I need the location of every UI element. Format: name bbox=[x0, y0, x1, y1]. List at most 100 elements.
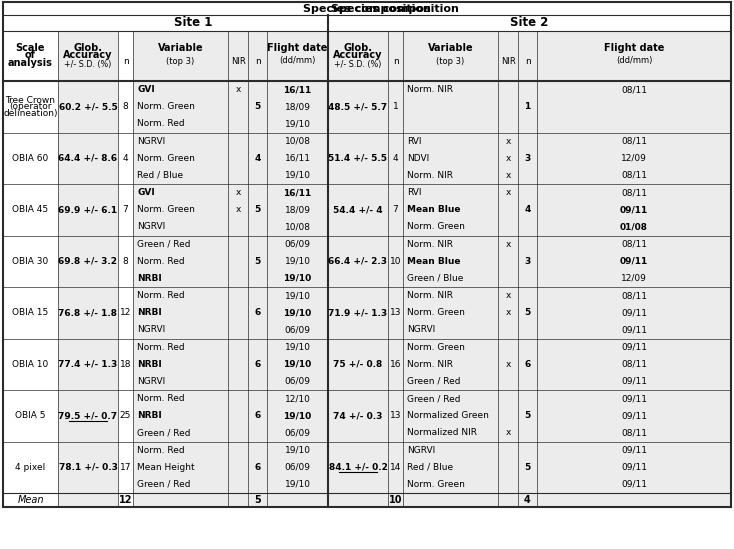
Bar bbox=[328, 236, 403, 287]
Text: x: x bbox=[505, 188, 511, 197]
Bar bbox=[328, 287, 403, 339]
Text: NGRVI: NGRVI bbox=[137, 326, 165, 334]
Text: 5: 5 bbox=[255, 102, 261, 111]
Text: n: n bbox=[123, 58, 128, 66]
Text: 19/10: 19/10 bbox=[283, 274, 312, 283]
Bar bbox=[403, 31, 518, 81]
Bar bbox=[3, 2, 731, 15]
Text: Norm. Green: Norm. Green bbox=[137, 154, 195, 163]
Text: 16: 16 bbox=[390, 360, 401, 369]
Text: 69.9 +/- 6.1: 69.9 +/- 6.1 bbox=[59, 205, 117, 214]
Text: NGRVI: NGRVI bbox=[407, 326, 435, 334]
Text: Normalized NIR: Normalized NIR bbox=[407, 428, 477, 438]
Bar bbox=[133, 441, 248, 493]
Text: 5: 5 bbox=[524, 463, 531, 472]
Text: Flight date: Flight date bbox=[267, 43, 327, 53]
Text: OBIA 15: OBIA 15 bbox=[12, 308, 48, 317]
Text: Glob.: Glob. bbox=[73, 43, 103, 53]
Text: OBIA 10: OBIA 10 bbox=[12, 360, 48, 369]
Text: NRBI: NRBI bbox=[137, 411, 161, 420]
Bar bbox=[518, 441, 731, 493]
Text: x: x bbox=[505, 171, 511, 180]
Text: 16/11: 16/11 bbox=[285, 154, 310, 163]
Text: 69.8 +/- 3.2: 69.8 +/- 3.2 bbox=[59, 257, 117, 266]
Text: 17: 17 bbox=[120, 463, 131, 472]
Text: OBIA 45: OBIA 45 bbox=[12, 205, 48, 214]
Bar bbox=[328, 441, 403, 493]
Text: 19/10: 19/10 bbox=[285, 257, 310, 266]
Text: 4: 4 bbox=[524, 205, 531, 214]
Text: Mean Blue: Mean Blue bbox=[407, 205, 460, 214]
Bar bbox=[133, 236, 248, 287]
Text: 09/11: 09/11 bbox=[620, 257, 648, 266]
Text: 48.5 +/- 5.7: 48.5 +/- 5.7 bbox=[328, 102, 388, 111]
Bar bbox=[3, 15, 731, 31]
Text: Site 1: Site 1 bbox=[174, 16, 212, 30]
Text: x: x bbox=[236, 188, 241, 197]
Text: OBIA 5: OBIA 5 bbox=[15, 411, 46, 420]
Text: 1: 1 bbox=[524, 102, 531, 111]
Text: Norm. Green: Norm. Green bbox=[407, 343, 465, 351]
Text: x: x bbox=[236, 85, 241, 94]
Text: 84.1 +/- 0.2: 84.1 +/- 0.2 bbox=[329, 463, 388, 472]
Text: 08/11: 08/11 bbox=[621, 188, 647, 197]
Bar bbox=[133, 184, 248, 236]
Bar bbox=[328, 81, 403, 132]
Bar bbox=[58, 441, 118, 493]
Text: Green / Red: Green / Red bbox=[407, 394, 460, 403]
Text: 64.4 +/- 8.6: 64.4 +/- 8.6 bbox=[59, 154, 117, 163]
Text: 5: 5 bbox=[255, 257, 261, 266]
Text: 19/10: 19/10 bbox=[285, 291, 310, 300]
Text: 19/10: 19/10 bbox=[285, 120, 310, 128]
Bar bbox=[248, 339, 328, 390]
Text: NIR: NIR bbox=[230, 57, 245, 65]
Text: 1: 1 bbox=[393, 102, 399, 111]
Text: +/- S.D. (%): +/- S.D. (%) bbox=[334, 59, 382, 69]
Text: 09/11: 09/11 bbox=[620, 205, 648, 214]
Text: Normalized Green: Normalized Green bbox=[407, 411, 489, 420]
Text: 8: 8 bbox=[123, 257, 128, 266]
Bar bbox=[518, 132, 731, 184]
Text: Norm. Green: Norm. Green bbox=[407, 480, 465, 489]
Text: 71.9 +/- 1.3: 71.9 +/- 1.3 bbox=[328, 308, 388, 317]
Text: NRBI: NRBI bbox=[137, 274, 161, 283]
Text: 06/09: 06/09 bbox=[285, 463, 310, 472]
Text: Variable: Variable bbox=[158, 43, 203, 53]
Text: 09/11: 09/11 bbox=[621, 411, 647, 420]
Text: NIR: NIR bbox=[501, 57, 515, 65]
Text: 7: 7 bbox=[393, 205, 399, 214]
Bar bbox=[248, 132, 328, 184]
Bar bbox=[58, 493, 118, 507]
Text: (dd/mm): (dd/mm) bbox=[280, 57, 316, 65]
Text: 78.1 +/- 0.3: 78.1 +/- 0.3 bbox=[59, 463, 117, 472]
Bar bbox=[58, 81, 118, 132]
Bar bbox=[518, 493, 731, 507]
Text: 79.5 +/- 0.7: 79.5 +/- 0.7 bbox=[59, 411, 117, 420]
Bar bbox=[518, 184, 731, 236]
Text: 08/11: 08/11 bbox=[621, 171, 647, 180]
Text: Tree Crown: Tree Crown bbox=[5, 96, 56, 105]
Text: Green / Red: Green / Red bbox=[137, 480, 191, 489]
Text: 18/09: 18/09 bbox=[285, 205, 310, 214]
Text: OBIA 60: OBIA 60 bbox=[12, 154, 48, 163]
Text: (operator: (operator bbox=[10, 102, 52, 111]
Text: Scale: Scale bbox=[15, 43, 46, 53]
Text: 08/11: 08/11 bbox=[621, 291, 647, 300]
Text: Norm. Green: Norm. Green bbox=[137, 205, 195, 214]
Text: 4: 4 bbox=[254, 154, 261, 163]
Bar bbox=[403, 132, 518, 184]
Text: Mean Blue: Mean Blue bbox=[407, 257, 460, 266]
Text: 09/11: 09/11 bbox=[621, 463, 647, 472]
Text: x: x bbox=[505, 154, 511, 163]
Bar bbox=[403, 390, 518, 441]
Text: Red / Blue: Red / Blue bbox=[407, 463, 453, 472]
Text: 16/11: 16/11 bbox=[283, 188, 312, 197]
Text: 5: 5 bbox=[254, 495, 261, 505]
Text: NGRVI: NGRVI bbox=[137, 222, 165, 232]
Text: Species composition: Species composition bbox=[330, 3, 459, 14]
Text: Mean: Mean bbox=[18, 495, 44, 505]
Bar bbox=[518, 81, 731, 132]
Text: (top 3): (top 3) bbox=[167, 57, 195, 65]
Text: 19/10: 19/10 bbox=[285, 446, 310, 455]
Text: x: x bbox=[505, 428, 511, 438]
